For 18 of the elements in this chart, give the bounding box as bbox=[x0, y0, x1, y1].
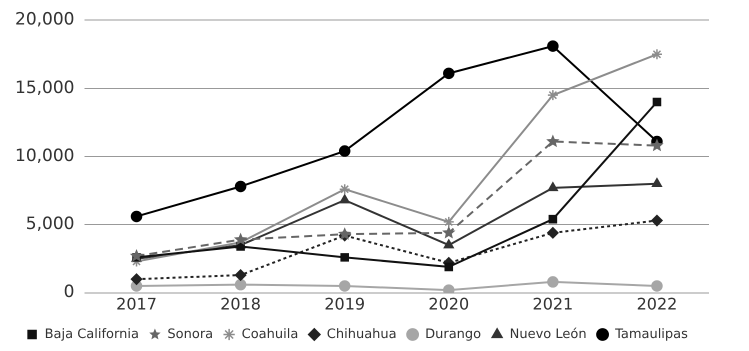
y-tick-label: 15,000 bbox=[15, 78, 74, 98]
legend-label: Sonora bbox=[167, 326, 214, 342]
x-tick-label: 2017 bbox=[116, 294, 157, 314]
legend-label: Durango bbox=[425, 326, 482, 342]
y-tick-label: 0 bbox=[64, 282, 74, 302]
x-tick-label: 2021 bbox=[532, 294, 574, 314]
y-tick-label: 20,000 bbox=[15, 10, 74, 30]
y-tick-label: 10,000 bbox=[15, 146, 74, 166]
x-tick-label: 2022 bbox=[636, 294, 678, 314]
x-tick-label: 2020 bbox=[428, 294, 470, 314]
legend-label: Coahuila bbox=[242, 326, 298, 342]
y-tick-label: 5,000 bbox=[26, 214, 74, 234]
legend-label: Tamaulipas bbox=[614, 326, 688, 342]
legend-label: Nuevo León bbox=[510, 326, 587, 342]
x-tick-label: 2019 bbox=[324, 294, 366, 314]
legend-label: Baja California bbox=[44, 326, 139, 342]
legend-label: Chihuahua bbox=[326, 326, 397, 342]
x-tick-label: 2018 bbox=[220, 294, 261, 314]
